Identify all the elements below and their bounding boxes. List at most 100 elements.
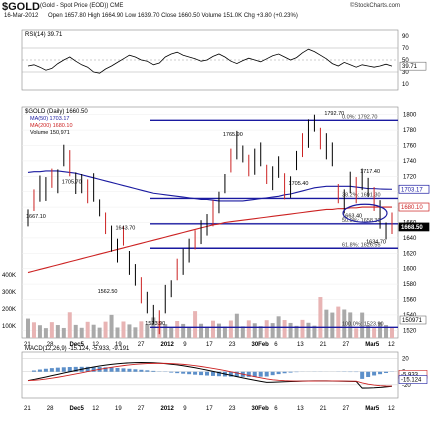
price-badge (398, 202, 430, 212)
chart-labels: 21 28 Dec5 12 19 27 2012 9 17 23 30Feb 6 13 21 27 Mar5 1… (24, 342, 395, 412)
price-tick-label: 1740 (403, 159, 417, 165)
price-annotation: 1792.70 (324, 111, 344, 117)
volume-bar (115, 327, 120, 338)
x-axis-label: 21 (320, 406, 327, 412)
macd-histogram-bar (139, 369, 144, 372)
volume-bar (228, 320, 233, 338)
price-tick-label: 1520 (403, 328, 417, 334)
volume-bar (103, 321, 108, 338)
volume-bar (342, 309, 347, 338)
volume-bar (324, 309, 329, 338)
price-badge-text: 1680.10 (401, 205, 423, 211)
x-axis-label: 27 (343, 342, 350, 348)
macd-histogram-bar (85, 366, 90, 372)
x-axis-label: 17 (206, 406, 213, 412)
macd-histogram-bar (151, 370, 156, 372)
macd-histogram-bar (372, 371, 377, 376)
price-badge-text: 1668.50 (401, 225, 423, 231)
volume-bar (354, 328, 359, 338)
price-annotation: 1562.50 (98, 289, 118, 295)
price-annotation: 1705.40 (289, 181, 309, 187)
fib-label: 50.0%: 1658.30 (342, 218, 381, 224)
macd-tick-label: -20 (402, 383, 411, 389)
x-axis-label: 12 (92, 406, 99, 412)
rsi-tick-label: 90 (402, 34, 409, 40)
price-title: $GOLD (Daily) 1660.50 (25, 109, 88, 115)
x-axis-label: 30Feb (252, 342, 270, 348)
volume-bar (234, 313, 239, 338)
macd-histogram-bar (109, 367, 114, 372)
macd-badge (398, 375, 428, 384)
macd-histogram-bar (216, 371, 221, 377)
volume-bar (49, 322, 54, 338)
volume-bar (187, 326, 192, 338)
x-axis-label: 19 (115, 406, 122, 412)
macd-histogram-bar (246, 371, 251, 377)
x-axis-label: 6 (274, 406, 278, 412)
rsi-tick-label: 70 (402, 46, 409, 52)
volume-bar (390, 327, 394, 338)
volume-bar (258, 326, 263, 338)
price-tick-label: 1620 (403, 251, 417, 257)
volume-badge-text: 150971 (402, 318, 423, 324)
x-axis-label: 28 (47, 406, 54, 412)
volume-bar (348, 312, 353, 338)
volume-bar (216, 323, 221, 338)
macd-histogram-bar (145, 370, 150, 372)
x-axis-label: Dec5 (70, 342, 85, 348)
volume-bar (222, 326, 227, 338)
ma200-line (27, 206, 393, 274)
macd-histogram-bar (228, 371, 233, 377)
x-axis-label: 28 (47, 342, 54, 348)
macd-histogram-bar (282, 371, 287, 374)
price-annotation: 1667.10 (26, 214, 46, 220)
macd-histogram-bar (103, 367, 108, 372)
symbol-title: $GOLD (2, 1, 40, 13)
volume-bar (246, 320, 251, 338)
volume-bar (336, 306, 341, 338)
legend-ma50: MA(50) 1703.17 (30, 116, 69, 122)
volume-bar (37, 325, 42, 338)
macd-histogram-bar (175, 371, 180, 374)
x-axis-label: 2012 (161, 406, 175, 412)
x-axis-label: 12 (388, 342, 395, 348)
volume-bar (121, 321, 126, 338)
price-tick-label: 1580 (403, 282, 417, 288)
price-annotation: 1523.90 (145, 321, 165, 327)
volume-bar (210, 320, 215, 338)
macd-histogram-bar (366, 371, 371, 378)
macd-histogram-bar (276, 371, 281, 375)
volume-tick-label: 200K (2, 307, 16, 313)
macd-histogram-bar (234, 371, 239, 377)
rsi-value-badge (399, 61, 427, 71)
volume-bar (193, 311, 198, 338)
volume-bar (67, 312, 72, 338)
price-annotation: 1705.70 (62, 180, 82, 186)
macd-histogram-bar (360, 371, 365, 379)
volume-bar (264, 320, 269, 338)
fib-label: 61.8%: 1626.55 (342, 242, 381, 248)
x-axis-label: 27 (343, 406, 350, 412)
volume-bar (175, 321, 180, 338)
volume-bar (43, 328, 48, 338)
price-badge (398, 222, 430, 232)
price-tick-label: 1760 (403, 144, 417, 150)
volume-bar (133, 327, 138, 338)
x-axis-label: 21 (24, 406, 31, 412)
volume-bar (199, 323, 204, 338)
rsi-tick-label: 50 (402, 58, 409, 64)
ma50-line (27, 170, 393, 202)
price-tick-label: 1800 (403, 113, 417, 119)
macd-histogram-bar (37, 369, 42, 372)
x-axis-label: Dec5 (70, 406, 85, 412)
macd-histogram-bar (91, 366, 96, 372)
macd-histogram-bar (205, 371, 210, 376)
macd-histogram-bar (258, 371, 263, 377)
highlight-ellipse (342, 203, 388, 223)
macd-histogram-bar (252, 371, 257, 377)
quote-line: Open 1657.80 High 1664.90 Low 1639.70 Cl… (48, 13, 298, 19)
volume-badge (399, 315, 427, 325)
macd-histogram-bar (378, 371, 383, 375)
